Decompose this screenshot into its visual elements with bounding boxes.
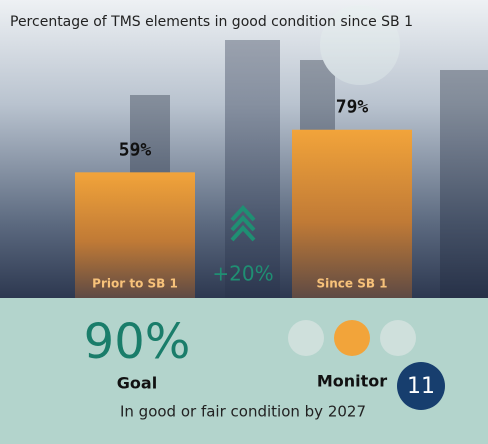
bar xyxy=(75,172,195,298)
bar xyxy=(292,129,412,298)
footnote: In good or fair condition by 2027 xyxy=(120,403,366,421)
change-label: +20% xyxy=(212,262,273,286)
badge xyxy=(397,362,445,410)
category-label: Since SB 1 xyxy=(316,277,387,291)
chevrons xyxy=(230,205,256,242)
goal-value: 90% xyxy=(84,314,191,370)
status-dot xyxy=(380,320,416,356)
status-label: Monitor xyxy=(317,372,387,391)
chart-title: Percentage of TMS elements in good condi… xyxy=(10,14,413,30)
goal-label: Goal xyxy=(117,374,157,393)
value-label: 79% xyxy=(336,97,369,118)
category-label: Prior to SB 1 xyxy=(92,277,178,291)
status-dot xyxy=(288,320,324,356)
status-dot-active xyxy=(334,320,370,356)
badge-label: 11 xyxy=(407,374,435,399)
value-label: 59% xyxy=(119,139,152,160)
